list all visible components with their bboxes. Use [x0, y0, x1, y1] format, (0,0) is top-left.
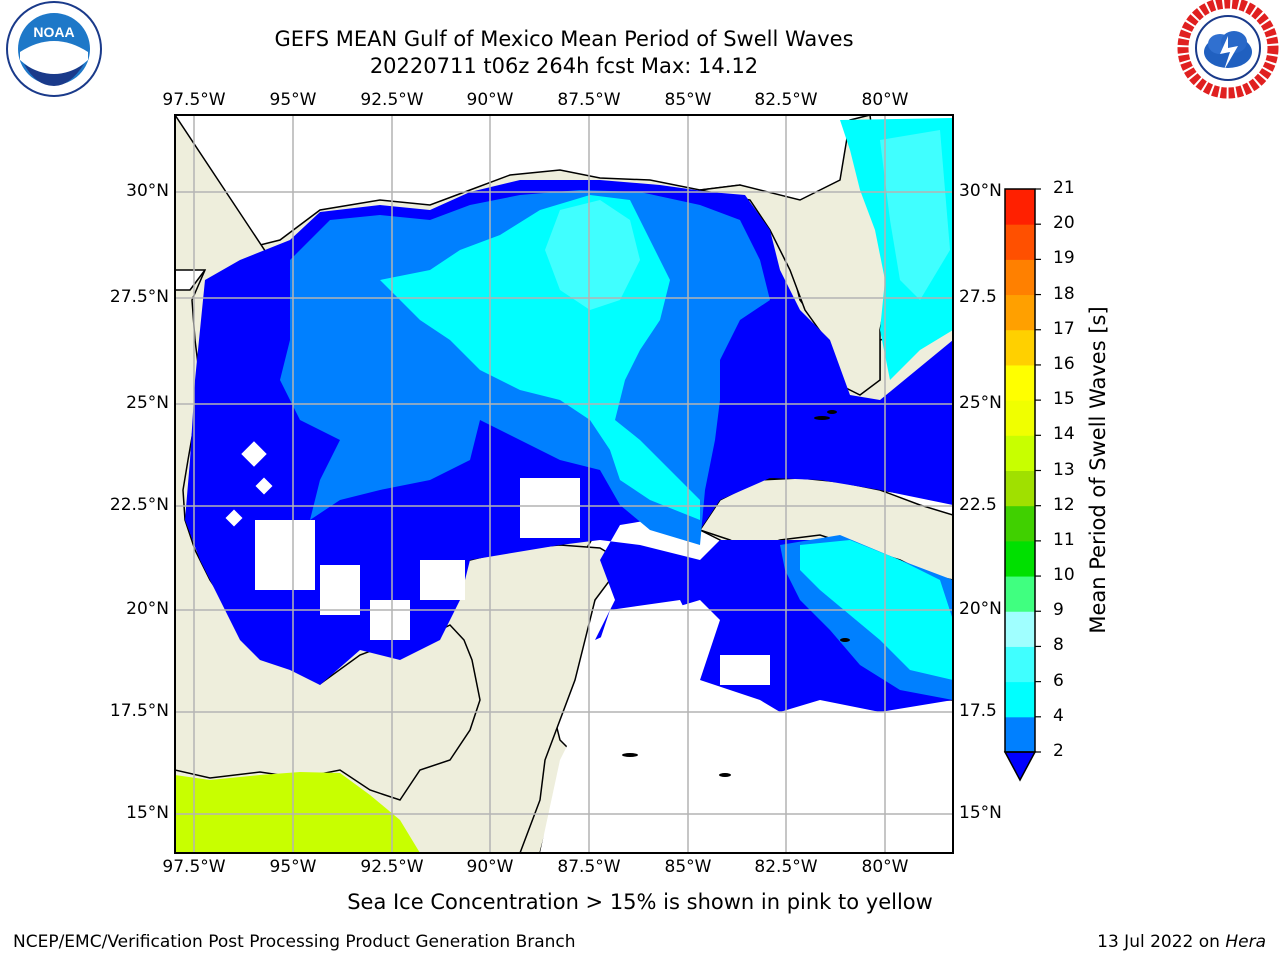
lat-tick-right: 22.5	[959, 495, 997, 515]
lat-tick-left: 25°N	[126, 393, 169, 413]
islands	[622, 410, 850, 777]
lon-tick-top: 80°W	[861, 90, 909, 110]
colorbar-segment	[1005, 294, 1035, 331]
lat-tick-left: 30°N	[126, 181, 169, 201]
lon-tick-bottom: 82.5°W	[754, 857, 818, 877]
colorbar-segment	[1005, 329, 1035, 366]
lon-tick-bottom: 87.5°W	[557, 857, 621, 877]
colorbar-tick-label: 14	[1053, 424, 1075, 445]
lon-tick-bottom: 97.5°W	[162, 857, 226, 877]
lat-tick-right: 20°N	[959, 599, 1002, 619]
nws-logo	[1177, 0, 1279, 99]
colorbar-segment	[1005, 716, 1035, 753]
lon-tick-bottom: 90°W	[466, 857, 514, 877]
lat-tick-right: 17.5	[959, 701, 997, 721]
noaa-logo-text: NOAA	[33, 24, 74, 40]
chart-subtitle: 20220711 t06z 264h fcst Max: 14.12	[369, 54, 759, 78]
lat-tick-left: 15°N	[126, 803, 169, 823]
colorbar-tick-label: 6	[1053, 670, 1064, 691]
colorbar-tick-label: 11	[1053, 529, 1075, 550]
colorbar-tick-label: 10	[1053, 565, 1075, 586]
lon-tick-bottom: 85°W	[664, 857, 712, 877]
colorbar-ticks	[1035, 188, 1041, 753]
colorbar-segment	[1005, 576, 1035, 612]
colorbar-extend-min	[1003, 751, 1037, 782]
colorbar	[1003, 188, 1037, 782]
map-frame	[174, 114, 954, 854]
lat-tick-left: 27.5°N	[109, 287, 169, 307]
colorbar-segment	[1005, 681, 1035, 718]
chart-title: GEFS MEAN Gulf of Mexico Mean Period of …	[274, 27, 854, 51]
colorbar-segment	[1005, 540, 1035, 577]
credit-date: 13 Jul 2022 on	[1097, 932, 1226, 952]
lat-tick-right: 15°N	[959, 803, 1002, 823]
lon-tick-top: 85°W	[664, 90, 712, 110]
period-band-8-9	[545, 200, 640, 310]
period-band-8-9-b	[880, 130, 950, 300]
colorbar-tick-label: 21	[1053, 178, 1075, 198]
colorbar-segment	[1005, 259, 1035, 296]
colorbar-segment	[1005, 364, 1035, 401]
missing-data-holes	[225, 441, 790, 853]
lon-tick-top: 92.5°W	[360, 90, 424, 110]
graticule	[175, 115, 953, 853]
colorbar-segment	[1005, 435, 1035, 471]
credit-left: NCEP/EMC/Verification Post Processing Pr…	[13, 932, 576, 952]
credit-host: Hera	[1225, 932, 1266, 952]
credit-right: 13 Jul 2022 on Hera	[1097, 932, 1266, 952]
lon-tick-top: 97.5°W	[162, 90, 226, 110]
colorbar-tick-label: 17	[1053, 318, 1075, 339]
lat-tick-right: 27.5	[959, 287, 997, 307]
colorbar-tick-label: 19	[1053, 248, 1075, 269]
colorbar-tick-label: 20	[1053, 213, 1075, 234]
lon-tick-top: 87.5°W	[557, 90, 621, 110]
colorbar-segment	[1005, 470, 1035, 507]
colorbar-tick-label: 13	[1053, 459, 1075, 480]
lat-tick-left: 20°N	[126, 599, 169, 619]
lat-tick-right: 25°N	[959, 393, 1002, 413]
colorbar-segment	[1005, 400, 1035, 436]
colorbar-segment	[1005, 224, 1035, 260]
colorbar-segment	[1005, 646, 1035, 683]
colorbar-tick-label: 8	[1053, 635, 1064, 656]
colorbar-tick-label: 15	[1053, 389, 1075, 410]
lon-tick-bottom: 92.5°W	[360, 857, 424, 877]
colorbar-segment	[1005, 505, 1035, 542]
lon-tick-bottom: 95°W	[269, 857, 317, 877]
lon-tick-bottom: 80°W	[861, 857, 909, 877]
colorbar-tick-label: 18	[1053, 283, 1075, 304]
lon-tick-top: 90°W	[466, 90, 514, 110]
colorbar-segment	[1005, 189, 1035, 225]
colorbar-segment	[1005, 611, 1035, 647]
lon-tick-top: 82.5°W	[754, 90, 818, 110]
lon-tick-top: 95°W	[269, 90, 317, 110]
colorbar-tick-label: 16	[1053, 353, 1075, 374]
colorbar-tick-label: 12	[1053, 494, 1075, 515]
sea-ice-note: Sea Ice Concentration > 15% is shown in …	[347, 890, 933, 914]
lat-tick-right: 30°N	[959, 181, 1002, 201]
noaa-logo: NOAA	[6, 1, 102, 97]
lat-tick-left: 17.5°N	[109, 701, 169, 721]
colorbar-tick-label: 2	[1053, 741, 1064, 761]
colorbar-label: Mean Period of Swell Waves [s]	[1086, 306, 1110, 634]
colorbar-tick-label: 4	[1053, 705, 1064, 726]
period-band-13-14	[175, 772, 420, 853]
lat-tick-left: 22.5°N	[109, 495, 169, 515]
colorbar-tick-label: 9	[1053, 600, 1064, 621]
